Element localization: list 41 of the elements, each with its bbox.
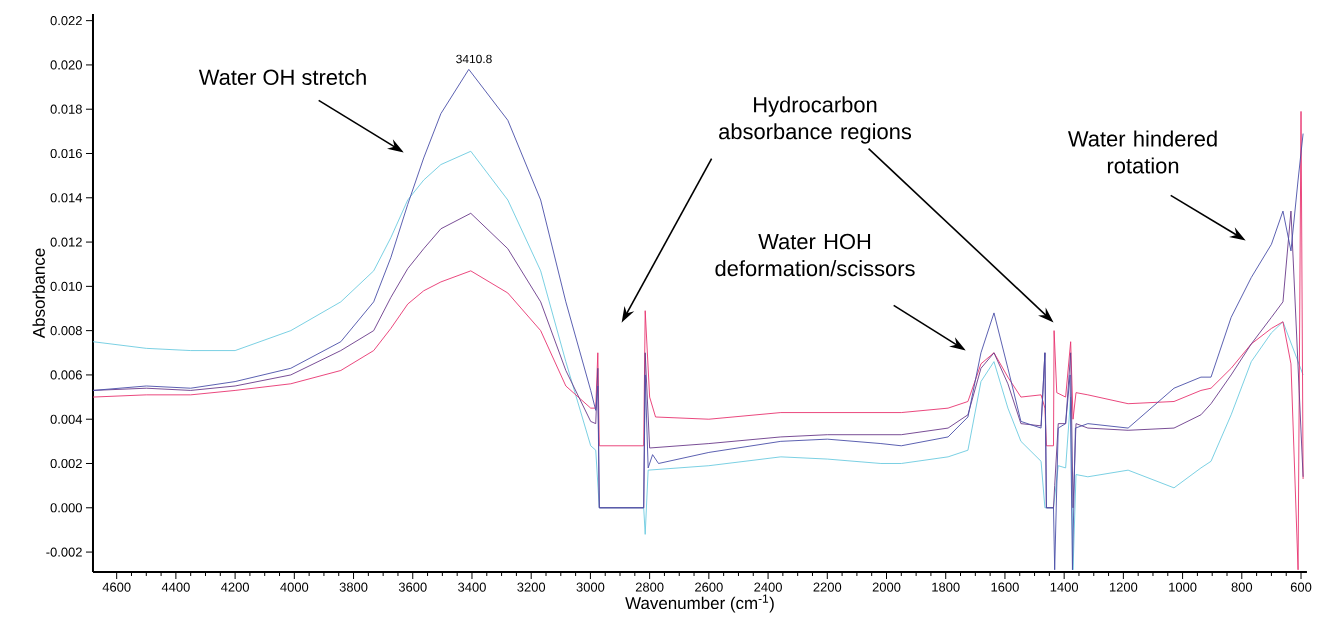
y-tick-label: 0.008 [50, 326, 82, 336]
y-tick-label: 0.006 [50, 370, 82, 380]
y-tick-label: 0.022 [50, 16, 82, 26]
y-tick-label: 0.016 [50, 148, 82, 159]
y-tick-label: 0.018 [50, 104, 82, 114]
annotation: Hydrocarbon absorbance regions [719, 96, 912, 144]
annotation: Water HOH deformation/scissors [715, 233, 915, 277]
y-tick-label: 0.014 [50, 193, 83, 203]
x-tick-label: 3400 [458, 582, 486, 592]
x-tick-label: 4400 [161, 582, 190, 592]
x-tick-label: 3600 [398, 582, 427, 592]
y-tick-label: 0.000 [50, 503, 82, 513]
annotation: Water hindered rotation [1067, 130, 1217, 174]
x-tick-label: 3200 [517, 582, 546, 592]
x-tick-label: 600 [1290, 582, 1312, 592]
x-tick-label: 3000 [576, 582, 605, 592]
y-tick-label: 0.012 [50, 237, 82, 247]
x-tick-label: 2000 [872, 582, 901, 592]
y-tick-label: 0.004 [50, 414, 83, 424]
x-tick-label: 4600 [102, 582, 131, 592]
y-tick-label: 0.010 [50, 281, 82, 291]
x-tick-label: 4200 [221, 582, 250, 592]
y-axis-title: Absorbance [32, 248, 45, 339]
x-axis-title: Wavenumber (cm$^{-1}$) [625, 594, 774, 613]
y-tick-label: 0.020 [50, 60, 82, 70]
x-tick-label: 1000 [1169, 582, 1197, 592]
y-tick-label: 0.002 [50, 458, 82, 469]
x-tick-label: 2400 [754, 582, 782, 592]
x-tick-label: 1400 [1050, 582, 1079, 592]
x-tick-label: 4000 [280, 582, 309, 592]
x-tick-label: 3800 [339, 582, 368, 592]
x-tick-label: 800 [1231, 582, 1253, 592]
x-tick-label: 1800 [932, 582, 960, 592]
x-tick-label: 2800 [635, 582, 664, 592]
x-tick-label: 2200 [813, 582, 842, 592]
annotation: Water OH stretch [198, 68, 366, 86]
y-tick-label: -0.002 [46, 547, 82, 557]
x-tick-label: 2600 [695, 582, 723, 592]
annotation: 3410.8 [456, 54, 492, 64]
x-tick-label: 1200 [1109, 582, 1138, 592]
x-tick-label: 1600 [991, 582, 1019, 592]
